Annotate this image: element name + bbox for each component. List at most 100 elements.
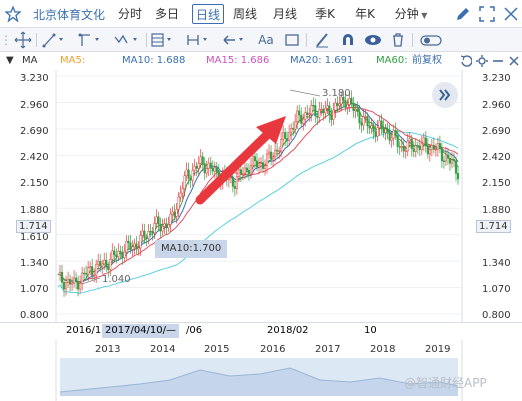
candle-body [58, 271, 62, 276]
candle-body [207, 162, 210, 169]
magnet-icon[interactable] [340, 31, 356, 49]
candle-body [408, 138, 411, 142]
chevron-down-icon[interactable]: ▼ [6, 55, 14, 66]
candle-body [235, 176, 238, 189]
candle-body [113, 250, 116, 256]
candle-body [272, 156, 275, 160]
trend-arrow [195, 125, 277, 205]
trash-icon[interactable] [390, 31, 406, 49]
minus-icon[interactable] [492, 55, 504, 67]
candle-body [442, 160, 445, 162]
toggle-icon[interactable] [420, 31, 442, 49]
tab-jik[interactable]: 季K [315, 7, 335, 21]
y-tick: 0.800 [20, 310, 49, 321]
tab-duori[interactable]: 多日 [154, 7, 179, 21]
tab-rixian[interactable]: 日线 [192, 4, 224, 24]
candle-body [151, 231, 154, 234]
adjust-mode[interactable]: 前复权 [412, 55, 442, 66]
candle-body [259, 162, 263, 164]
candle-body [95, 263, 98, 276]
candle-body [185, 169, 188, 176]
candle-body [115, 254, 118, 257]
candle-body [139, 235, 142, 249]
stock-name[interactable]: 北京体育文化 [33, 8, 106, 22]
tab-fenzhong[interactable]: 分钟 ▼ [390, 4, 432, 24]
candle-body [87, 267, 90, 275]
candle-body [211, 167, 214, 172]
candle-body [406, 140, 409, 152]
candle-body [446, 154, 449, 159]
current-price-right: 1.714 [476, 220, 511, 233]
crosshair-icon[interactable] [14, 31, 32, 49]
candle-body [205, 168, 208, 174]
candle-body [79, 282, 82, 290]
wave-tool-icon[interactable] [114, 31, 142, 49]
candle-body [215, 167, 218, 173]
tab-fenshi[interactable]: 分时 [117, 7, 142, 21]
candle-body [67, 279, 70, 284]
candle-body [159, 223, 162, 232]
drawing-toolbar: ⋮ Aa [0, 28, 522, 52]
star-icon[interactable] [5, 6, 21, 22]
tab-yuexian[interactable]: 月线 [272, 7, 297, 21]
year-label: 2016 [260, 344, 286, 355]
candle-body [424, 137, 427, 147]
candle-body [328, 105, 331, 116]
candle-body [418, 145, 421, 150]
candle-body [454, 160, 458, 174]
arrow-tool-icon[interactable] [222, 31, 248, 49]
brush-icon[interactable] [314, 31, 330, 49]
fib-tool-icon[interactable] [150, 31, 176, 49]
candle-body [105, 259, 108, 267]
tab-niank[interactable]: 年K [355, 7, 375, 21]
candle-body [342, 96, 345, 101]
candle-body [135, 243, 138, 250]
pen-icon[interactable] [454, 5, 472, 23]
polyline-tool-icon[interactable] [78, 31, 102, 49]
rectangle-tool-icon[interactable] [284, 31, 300, 49]
candle-body [352, 103, 355, 111]
candle-body [145, 237, 148, 239]
candle-body [388, 131, 391, 141]
range-navigator[interactable]: 2013 2014 2015 2016 2017 2018 2019 @智通财经… [0, 340, 522, 401]
close-icon[interactable] [508, 55, 520, 67]
expand-button[interactable] [432, 82, 458, 108]
low-annotation: 1.040 [102, 274, 131, 285]
indicator-label[interactable]: MA [22, 55, 38, 66]
candle-body [83, 272, 86, 275]
candle-body [175, 209, 178, 217]
candle-body [362, 116, 365, 126]
text-tool-button[interactable]: Aa [258, 33, 274, 47]
candlestick-chart[interactable] [0, 70, 522, 322]
settings-icon[interactable] [476, 55, 488, 67]
undo-icon[interactable] [460, 55, 472, 67]
line-tool-icon[interactable] [42, 31, 66, 49]
candle-body [233, 186, 236, 189]
candle-body [270, 151, 273, 160]
fullscreen-icon[interactable] [478, 5, 496, 23]
y-tick-right: 0.800 [482, 310, 511, 321]
candle-body [404, 150, 407, 152]
close-icon[interactable] [502, 5, 520, 23]
candle-body [278, 150, 281, 152]
candle-body [434, 148, 437, 151]
candle-body [241, 173, 244, 175]
candle-body [282, 132, 285, 140]
top-toolbar: 北京体育文化 分时 多日 日线 周线 月线 季K 年K 分钟 ▼ [0, 0, 522, 28]
candle-body [195, 165, 198, 169]
measure-tool-icon[interactable] [186, 31, 212, 49]
candle-body [274, 149, 277, 158]
candle-body [428, 149, 431, 155]
candle-body [171, 211, 174, 215]
candle-body [276, 149, 279, 152]
y-tick-right: 2.690 [482, 126, 511, 137]
eye-icon[interactable] [364, 31, 382, 49]
candle-body [438, 143, 441, 150]
candle-body [416, 145, 419, 147]
candle-body [436, 143, 439, 150]
candle-body [157, 216, 160, 225]
tab-zhouxian[interactable]: 周线 [232, 7, 257, 21]
price-chart[interactable]: 3.230 2.960 2.690 2.420 2.150 1.880 1.71… [0, 70, 522, 322]
candle-body [60, 271, 64, 283]
ma-tooltip: MA10:1.700 [155, 240, 227, 258]
